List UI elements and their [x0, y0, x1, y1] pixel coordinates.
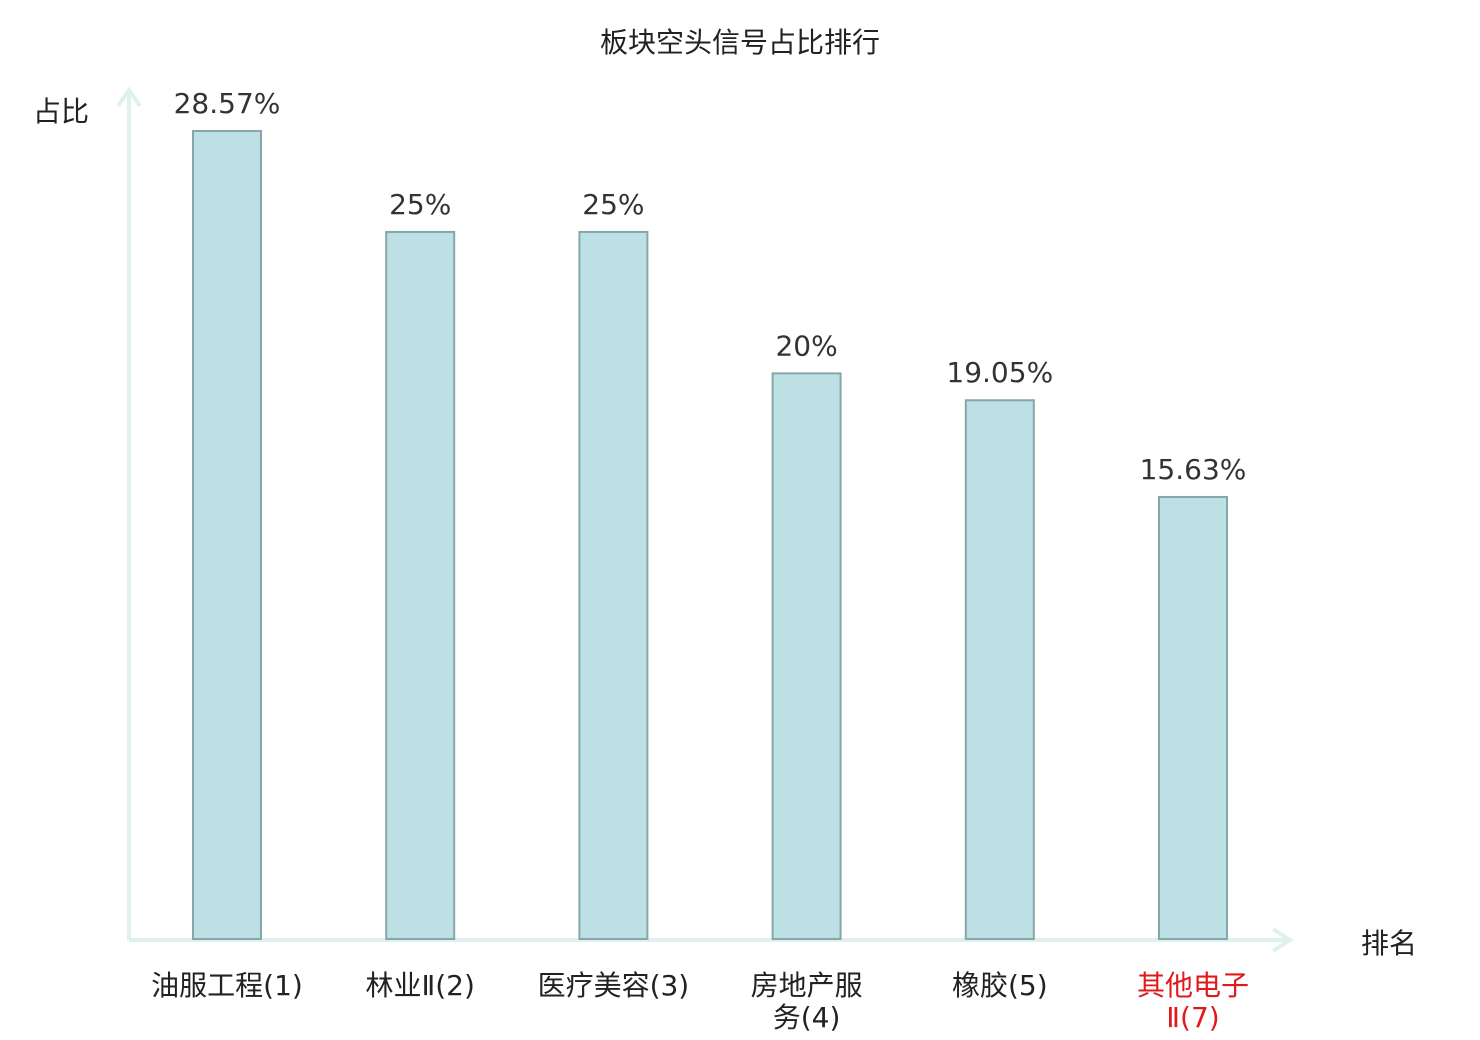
y-axis — [116, 86, 142, 940]
bar — [771, 372, 842, 940]
bar — [964, 399, 1035, 940]
bar — [1158, 495, 1228, 940]
x-tick-label: 医疗美容(3) — [538, 969, 690, 1002]
bar-value-label: 25% — [389, 188, 451, 221]
bars-layer — [192, 130, 1228, 940]
y-axis-label: 占比 — [33, 95, 89, 128]
x-tick-label-line: 房地产服 — [751, 969, 863, 1002]
chart-title: 板块空头信号占比排行 — [600, 26, 880, 59]
bar — [192, 130, 262, 940]
bar-value-label: 20% — [775, 329, 837, 362]
x-tick-label-line: 橡胶(5) — [952, 969, 1048, 1002]
x-tick-label: 林业Ⅱ(2) — [365, 969, 474, 1002]
x-tick-label-line: 林业Ⅱ(2) — [365, 969, 474, 1002]
bar — [578, 230, 649, 940]
bar-value-label: 15.63% — [1140, 453, 1247, 486]
bar-value-label: 19.05% — [946, 356, 1053, 389]
x-tick-label: 房地产服务(4) — [751, 969, 863, 1034]
x-tick-label: 橡胶(5) — [952, 969, 1048, 1002]
x-tick-label-line: 其他电子 — [1137, 969, 1249, 1002]
bar — [385, 230, 456, 940]
bar-value-label: 25% — [582, 188, 644, 221]
x-tick-label-line: 务(4) — [773, 1001, 841, 1034]
x-tick-label-line: 医疗美容(3) — [538, 969, 690, 1002]
x-axis-label: 排名 — [1361, 927, 1417, 960]
x-tick-label: 油服工程(1) — [151, 969, 303, 1002]
value-labels-layer: 28.57% 25% 25% 20% 19.05% 15.63% — [174, 87, 1247, 486]
category-labels-layer: 油服工程(1) 林业Ⅱ(2) 医疗美容(3) 房地产服务(4) 橡胶(5) 其他电子 Ⅱ(7… — [151, 969, 1249, 1034]
bar-value-label: 28.57% — [174, 87, 281, 120]
x-tick-label-line: 油服工程(1) — [151, 969, 303, 1002]
x-axis — [129, 927, 1294, 953]
x-tick-label-line: Ⅱ(7) — [1166, 1001, 1219, 1034]
x-tick-label: 其他电子 Ⅱ(7) — [1137, 969, 1249, 1034]
